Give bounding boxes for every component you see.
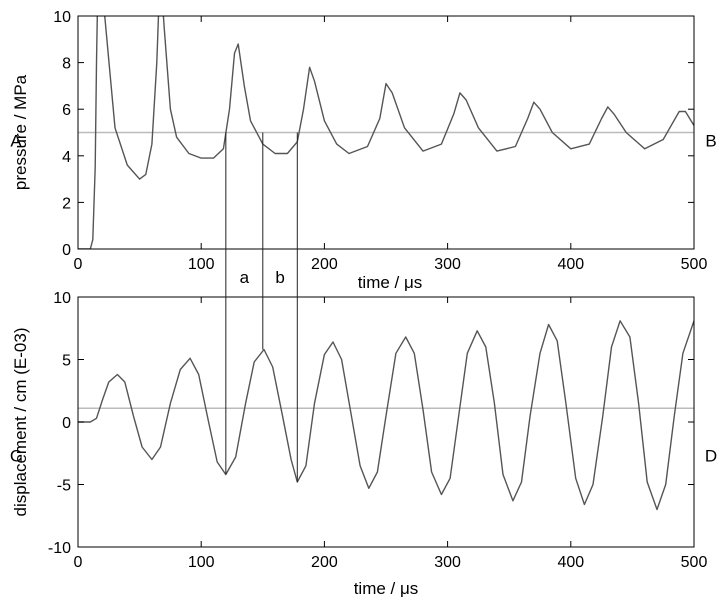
chart0-ytick-label-5: 10 [53,9,71,26]
chart1-ytick-label-1: 5 [62,353,71,370]
chart1-xtick-label-2: 200 [311,554,338,571]
chart1-x-axis-label: time / μs [354,579,419,598]
chart0-side-label-left: A [10,132,22,151]
chart0-y-axis-label: pressure / MPa [11,74,30,190]
chart0-xtick-label-2: 200 [311,256,338,273]
chart1-ytick-label-4: -10 [48,540,71,557]
chart1-xtick-label-5: 500 [681,554,708,571]
chart0-ytick-label-2: 4 [62,149,71,166]
chart0-xtick-label-0: 0 [74,256,83,273]
chart0-x-axis-label: time / μs [358,273,423,292]
chart0-xtick-label-1: 100 [188,256,215,273]
chart0-xtick-label-3: 300 [434,256,461,273]
chart0-xtick-label-4: 400 [557,256,584,273]
chart1-side-label-left: C [10,446,22,465]
chart1-xtick-label-3: 300 [434,554,461,571]
chart0-plot-frame [77,15,695,250]
chart1-side-label-right: D [705,446,717,465]
chart1-xtick-label-0: 0 [74,554,83,571]
chart0-ytick-label-3: 6 [62,102,71,119]
chart1-ytick-label-2: 0 [62,415,71,432]
chart0-series-line-0 [78,16,694,249]
chart0-ytick-label-4: 8 [62,56,71,73]
chart0-xtick-label-5: 500 [681,256,708,273]
chart1-xtick-label-4: 400 [557,554,584,571]
chart1-series-line-0 [78,320,694,511]
chart0-side-label-right: B [705,132,716,151]
interval-label-b: b [275,268,284,287]
chart1-y-axis-label: displacement / cm (E-03) [11,328,30,517]
chart1-ytick-label-0: 10 [53,290,71,307]
chart0-ytick-label-0: 0 [62,242,71,259]
chart1-xtick-label-1: 100 [188,554,215,571]
chart1-ytick-label-3: -5 [57,478,71,495]
interval-label-a: a [240,268,250,287]
chart0-ytick-label-1: 2 [62,195,71,212]
